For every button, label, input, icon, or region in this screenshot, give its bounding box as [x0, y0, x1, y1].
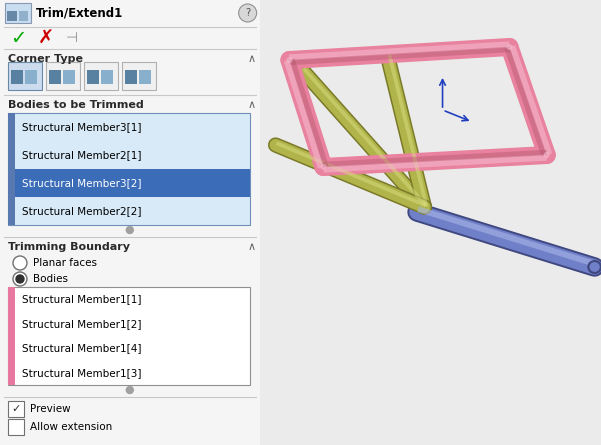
Text: Structural Member1[4]: Structural Member1[4] [22, 343, 141, 353]
Text: ?: ? [245, 8, 250, 18]
Bar [5, 3, 31, 23]
Text: ⊣: ⊣ [66, 31, 78, 45]
Bar [8, 287, 249, 385]
Text: Bodies to be Trimmed: Bodies to be Trimmed [8, 100, 144, 110]
Bar [84, 62, 118, 90]
Text: Structural Member1[3]: Structural Member1[3] [22, 368, 141, 378]
Circle shape [545, 153, 549, 158]
Text: ∧: ∧ [248, 54, 255, 64]
Circle shape [239, 4, 257, 22]
Circle shape [283, 54, 296, 66]
Text: Bodies: Bodies [33, 274, 68, 284]
Bar [25, 70, 37, 84]
Bar [8, 62, 42, 90]
Circle shape [287, 58, 292, 62]
Bar [7, 11, 17, 21]
Bar [8, 401, 24, 417]
Bar [15, 169, 249, 197]
Text: Corner Type: Corner Type [8, 54, 83, 64]
Circle shape [126, 227, 133, 234]
Text: Preview: Preview [30, 404, 70, 414]
Text: ∧: ∧ [248, 100, 255, 110]
Bar [122, 62, 156, 90]
Bar [8, 287, 15, 385]
Text: Allow extension: Allow extension [30, 422, 112, 432]
Text: ✓: ✓ [11, 404, 20, 414]
Bar [87, 70, 99, 84]
Bar [139, 70, 151, 84]
Text: Structural Member1[1]: Structural Member1[1] [22, 294, 141, 304]
Circle shape [13, 256, 27, 270]
Circle shape [540, 149, 554, 161]
Text: Planar faces: Planar faces [33, 258, 97, 268]
Circle shape [13, 272, 27, 286]
Circle shape [507, 44, 512, 49]
Bar [101, 70, 113, 84]
Bar [125, 70, 137, 84]
Circle shape [503, 41, 516, 53]
Bar [8, 419, 24, 435]
Text: Trimming Boundary: Trimming Boundary [8, 242, 130, 252]
Bar [8, 113, 15, 225]
Bar [19, 11, 28, 21]
Text: Trim/Extend1: Trim/Extend1 [36, 7, 123, 20]
Text: ✗: ✗ [38, 28, 54, 48]
Text: Structural Member3[1]: Structural Member3[1] [22, 122, 141, 132]
Text: ∧: ∧ [248, 242, 255, 252]
Text: Structural Member3[2]: Structural Member3[2] [22, 178, 141, 188]
Text: Structural Member1[2]: Structural Member1[2] [22, 319, 141, 329]
Circle shape [590, 263, 599, 271]
Text: Structural Member2[2]: Structural Member2[2] [22, 206, 141, 216]
Bar [46, 62, 80, 90]
Text: Structural Member2[1]: Structural Member2[1] [22, 150, 141, 160]
Circle shape [588, 261, 601, 273]
Bar [11, 70, 23, 84]
Circle shape [321, 165, 326, 170]
Text: ✓: ✓ [10, 28, 26, 48]
Bar [8, 113, 249, 225]
Circle shape [317, 161, 330, 173]
Bar [63, 70, 75, 84]
Circle shape [16, 275, 24, 283]
Circle shape [126, 387, 133, 393]
Bar [49, 70, 61, 84]
